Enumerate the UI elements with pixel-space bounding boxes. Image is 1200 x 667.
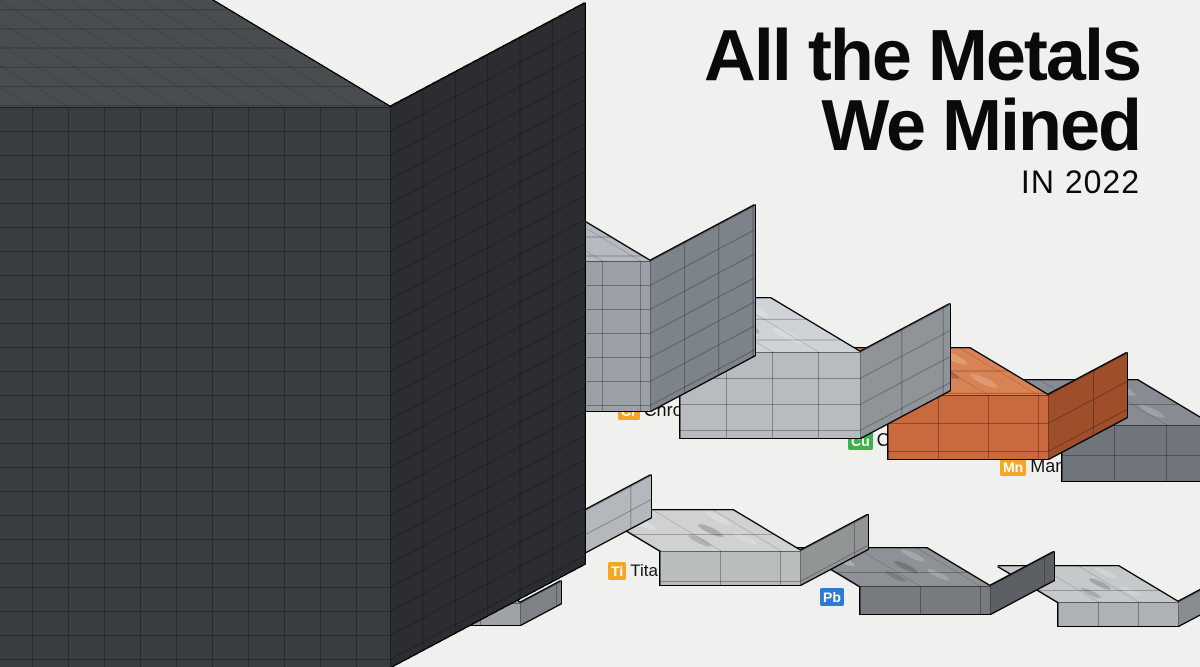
element-symbol-manganese: Mn: [1000, 458, 1026, 476]
element-symbol-lead: Pb: [820, 588, 844, 606]
title-line-2: We Mined: [704, 92, 1140, 162]
metal-label-lead: Pb: [820, 588, 844, 607]
title-block: All the Metals We Mined IN 2022: [704, 22, 1140, 201]
title-line-1: All the Metals: [704, 22, 1140, 92]
element-symbol-titanium: Ti: [608, 562, 626, 580]
title-subtitle: IN 2022: [704, 164, 1140, 201]
